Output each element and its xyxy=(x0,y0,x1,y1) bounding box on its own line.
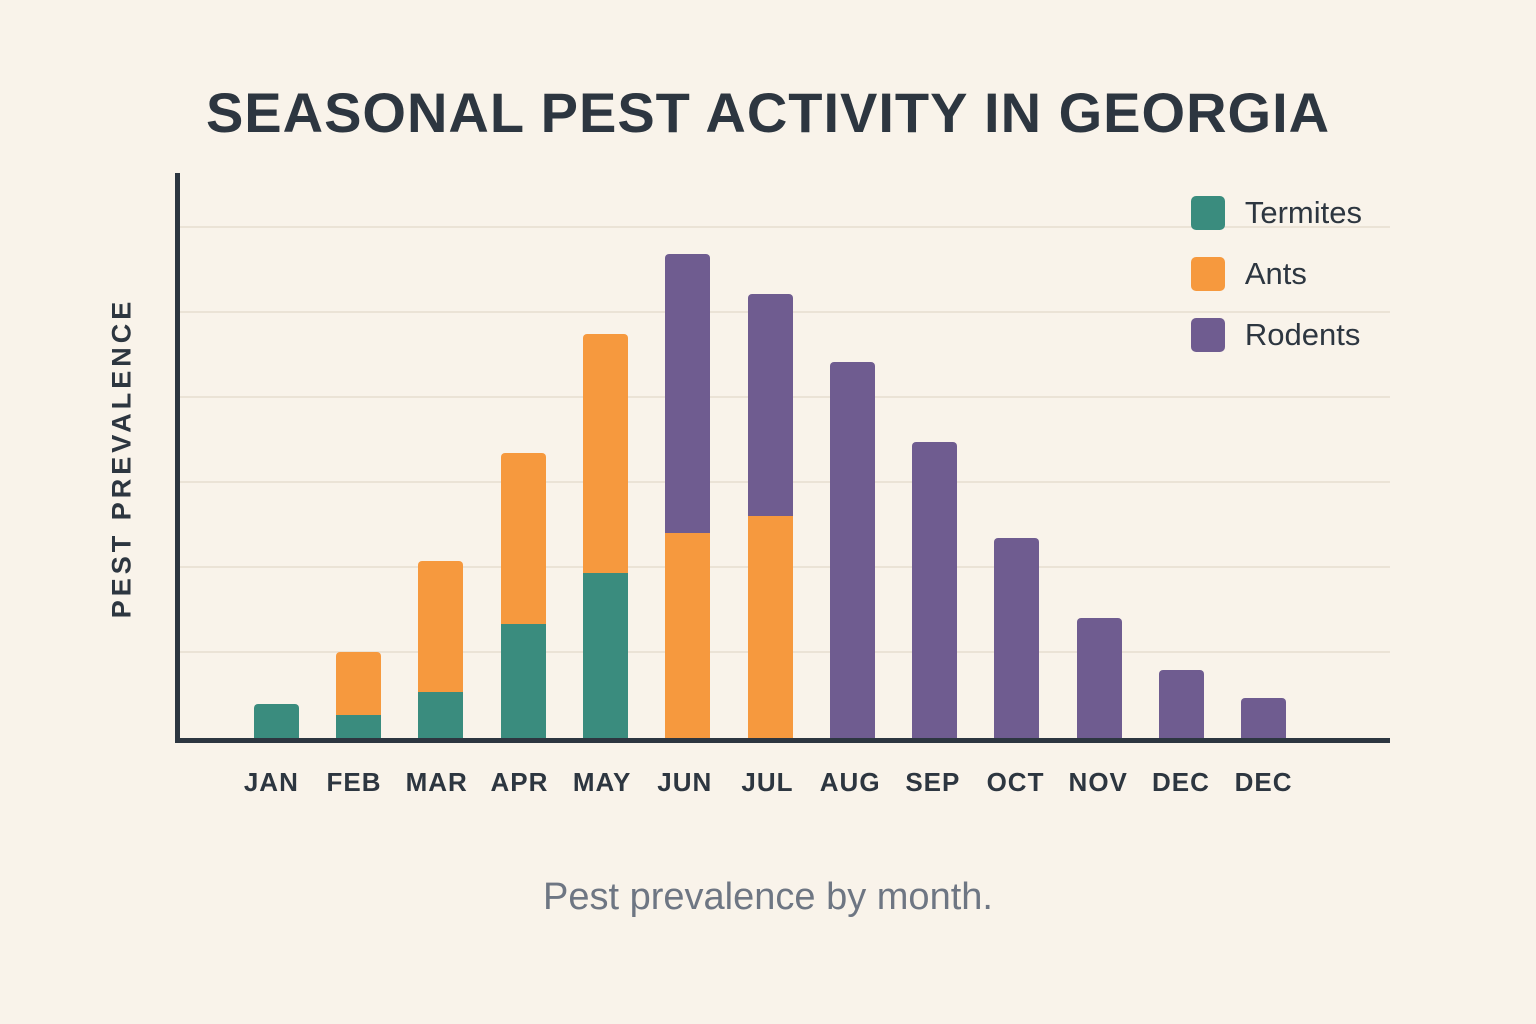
y-axis-label: PEST PREVALENCE xyxy=(106,297,137,619)
bar-mar-2 xyxy=(418,561,464,738)
bar-segment-ants xyxy=(335,652,381,715)
gridline xyxy=(180,226,1390,228)
bar-jul-6 xyxy=(747,294,793,738)
x-axis-label: OCT xyxy=(986,767,1045,797)
bar-slot xyxy=(729,254,811,738)
legend-label: Rodents xyxy=(1244,317,1361,352)
bar-sep-8 xyxy=(912,442,958,738)
bar-oct-9 xyxy=(994,538,1040,738)
x-labels-row: JAN FEB MAR APR MAY JUN JUL AUG SEP OCT NOV DEC DEC xyxy=(175,767,1390,798)
x-axis-label: MAY xyxy=(572,767,632,797)
bar-apr-3 xyxy=(500,453,546,738)
x-axis-label: AUG xyxy=(819,767,881,797)
bar-slot xyxy=(482,254,564,738)
bar-segment-rodents xyxy=(829,362,875,738)
bar-segment-ants xyxy=(747,516,793,738)
bar-slot xyxy=(564,254,646,738)
x-axis-label: JUL xyxy=(741,767,794,797)
legend-item-rodents: Rodents xyxy=(1190,317,1362,353)
bar-slot xyxy=(1140,254,1222,738)
x-axis-label: JAN xyxy=(243,767,299,797)
x-axis-label: APR xyxy=(490,767,549,797)
bar-slot xyxy=(317,254,399,738)
bar-slot xyxy=(1223,254,1305,738)
x-axis-label: NOV xyxy=(1068,767,1128,797)
bar-slot xyxy=(647,254,729,738)
infographic-page: SEASONAL PEST ACTIVITY IN GEORGIA PEST P… xyxy=(0,80,1536,1024)
chart-caption: Pest prevalence by month. xyxy=(543,876,993,918)
bar-slot xyxy=(894,254,976,738)
bar-segment-ants xyxy=(500,453,546,624)
bar-segment-termites xyxy=(335,715,381,738)
chart-container: PEST PREVALENCE Termites Ants Rodents JA… xyxy=(0,173,1536,798)
bar-segment-rodents xyxy=(747,294,793,516)
bar-slot xyxy=(400,254,482,738)
bar-segment-rodents xyxy=(665,254,711,533)
rodents-swatch-icon xyxy=(1190,318,1225,352)
ants-swatch-icon xyxy=(1190,257,1225,291)
bar-aug-7 xyxy=(829,362,875,738)
bar-slot xyxy=(976,254,1058,738)
legend-label: Ants xyxy=(1244,256,1307,291)
bar-slot xyxy=(811,254,893,738)
bars-row xyxy=(180,254,1390,738)
legend-item-termites: Termites xyxy=(1190,195,1362,231)
bar-segment-termites xyxy=(582,573,628,738)
x-axis-label: JUN xyxy=(657,767,713,797)
bar-segment-ants xyxy=(665,533,711,738)
bar-slot xyxy=(1058,254,1140,738)
x-axis-label: SEP xyxy=(905,767,961,797)
x-axis-label: MAR xyxy=(405,767,468,797)
bar-segment-rodents xyxy=(994,538,1040,738)
bar-segment-ants xyxy=(418,561,464,692)
bar-jun-5 xyxy=(665,254,711,738)
x-axis-label: FEB xyxy=(326,767,382,797)
bar-slot xyxy=(235,254,317,738)
bar-segment-termites xyxy=(253,704,299,738)
bar-dec-12 xyxy=(1241,698,1287,738)
bar-dec-11 xyxy=(1159,670,1205,738)
legend-item-ants: Ants xyxy=(1190,256,1362,292)
bar-nov-10 xyxy=(1076,618,1122,738)
bar-may-4 xyxy=(582,334,628,738)
bar-segment-rodents xyxy=(912,442,958,738)
bar-segment-termites xyxy=(418,692,464,738)
legend-label: Termites xyxy=(1244,195,1362,230)
legend: Termites Ants Rodents xyxy=(1190,195,1362,353)
bar-segment-termites xyxy=(500,624,546,738)
bar-segment-rodents xyxy=(1076,618,1122,738)
termites-swatch-icon xyxy=(1190,196,1225,230)
x-axis-label: DEC xyxy=(1151,767,1210,797)
bar-segment-ants xyxy=(582,334,628,573)
bar-segment-rodents xyxy=(1159,670,1205,738)
chart-title: SEASONAL PEST ACTIVITY IN GEORGIA xyxy=(205,81,1331,144)
bar-jan-0 xyxy=(253,704,299,738)
x-axis-label: DEC xyxy=(1234,767,1293,797)
bar-feb-1 xyxy=(335,652,381,738)
bar-segment-rodents xyxy=(1241,698,1287,738)
plot-area: Termites Ants Rodents xyxy=(175,173,1390,743)
